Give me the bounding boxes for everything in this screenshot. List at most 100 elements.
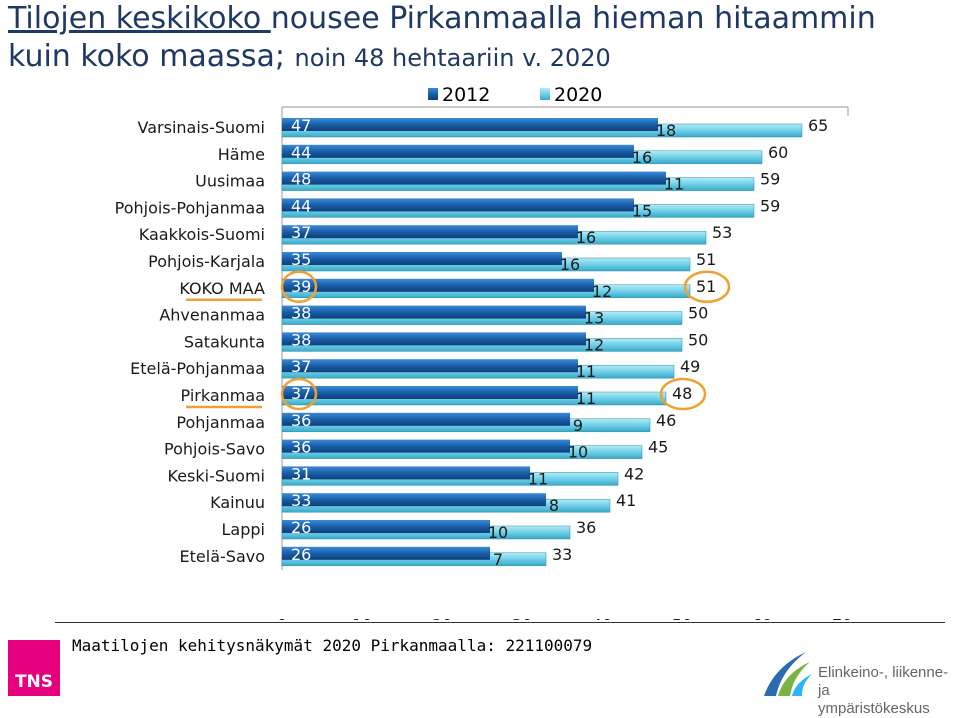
title-underlined: Tilojen keskikoko [8, 1, 271, 36]
bar-2012 [282, 171, 666, 185]
data-label-2020: 49 [680, 357, 700, 376]
bar-2012 [282, 466, 530, 480]
data-label-increase: 12 [584, 335, 604, 354]
data-label-2020: 51 [696, 277, 716, 296]
bar-2012 [282, 493, 546, 507]
data-label-2012: 48 [291, 170, 311, 189]
data-label-2020: 59 [760, 196, 780, 215]
ely-logo-text: Elinkeino-, liikenne- ja ympäristökeskus [818, 664, 949, 717]
data-label-increase: 16 [632, 148, 652, 167]
bar-2012 [282, 520, 490, 533]
data-label-increase: 16 [576, 228, 596, 247]
data-label-2012: 26 [291, 518, 311, 537]
category-label: Lappi [222, 520, 265, 539]
bar-2012 [282, 332, 586, 346]
data-label-2020: 60 [768, 143, 788, 162]
x-tick-label: 20 [432, 616, 452, 620]
category-label: Häme [218, 145, 265, 164]
x-axis-label: hehtaaria [92, 618, 164, 620]
bar-2012 [282, 386, 578, 399]
data-label-increase: 15 [632, 201, 652, 220]
data-label-increase: 18 [656, 121, 676, 140]
data-label-2012: 37 [291, 357, 311, 376]
highlight-circle-2020 [683, 270, 731, 304]
highlight-circle-2020 [659, 377, 707, 411]
highlight-circle-2012 [280, 377, 318, 411]
source-note: Maatilojen kehitysnäkymät 2020 Pirkanmaa… [72, 636, 593, 655]
x-tick-label: 60 [752, 616, 772, 620]
data-label-2012: 36 [291, 438, 311, 457]
data-label-2020: 50 [688, 330, 708, 349]
data-label-2012: 26 [291, 545, 311, 564]
x-tick-label: 10 [352, 616, 372, 620]
data-label-increase: 7 [493, 550, 503, 569]
data-label-increase: 13 [584, 309, 604, 328]
bar-2012 [282, 278, 594, 292]
bar-2012 [282, 118, 658, 131]
category-label: Uusimaa [195, 172, 265, 191]
bar-2012 [282, 412, 570, 426]
data-label-2020: 50 [688, 304, 708, 323]
category-label: Pirkanmaa [181, 386, 265, 405]
title-rest: nousee Pirkanmaalla hieman hitaammin [270, 1, 876, 36]
data-label-2020: 65 [808, 116, 828, 135]
category-label: Varsinais-Suomi [138, 118, 265, 137]
data-label-increase: 12 [592, 282, 612, 301]
data-label-increase: 11 [528, 469, 548, 488]
data-label-2012: 44 [291, 196, 311, 215]
data-label-2020: 41 [616, 491, 636, 510]
bar-2012 [282, 144, 634, 158]
data-label-increase: 8 [549, 496, 559, 515]
x-tick-label: 30 [512, 616, 532, 620]
data-label-2020: 36 [576, 518, 596, 537]
data-label-2012: 38 [291, 330, 311, 349]
data-label-2012: 37 [291, 384, 311, 403]
data-label-2012: 38 [291, 304, 311, 323]
chart-title: Tilojen keskikoko nousee Pirkanmaalla hi… [8, 0, 948, 77]
category-label: Etelä-Savo [180, 547, 265, 566]
category-label: Kaakkois-Suomi [139, 225, 265, 244]
bar-2012 [282, 252, 562, 265]
bar-2012 [282, 359, 578, 373]
category-label: Pohjois-Savo [164, 440, 265, 459]
category-label: Etelä-Pohjanmaa [130, 359, 265, 378]
data-label-2020: 42 [624, 464, 644, 483]
tns-logo: TNS [8, 640, 60, 696]
data-label-2020: 53 [712, 223, 732, 242]
bar-2012 [282, 198, 634, 212]
data-label-2012: 37 [291, 223, 311, 242]
data-label-2020: 46 [656, 411, 676, 430]
x-tick-label: 0 [277, 616, 287, 620]
bar-2012 [282, 439, 570, 453]
category-label: Kainuu [210, 493, 265, 512]
data-label-2020: 33 [552, 545, 572, 564]
highlight-circle-2012 [280, 270, 318, 304]
data-label-2012: 44 [291, 143, 311, 162]
legend-swatch-2012 [428, 88, 438, 100]
data-label-2012: 31 [291, 464, 311, 483]
category-label: Pohjois-Pohjanmaa [115, 198, 265, 217]
data-label-2020: 59 [760, 170, 780, 189]
data-label-2020: 48 [672, 384, 692, 403]
data-label-increase: 16 [560, 255, 580, 274]
x-tick-label: 70 [832, 616, 852, 620]
data-label-increase: 9 [573, 416, 583, 435]
data-label-2012: 33 [291, 491, 311, 510]
legend-label-2012: 2012 [442, 84, 490, 106]
x-tick-label: 50 [672, 616, 692, 620]
data-label-increase: 11 [576, 389, 596, 408]
data-label-2012: 39 [291, 277, 311, 296]
ely-logo-icon [764, 652, 812, 696]
category-label: Satakunta [184, 332, 265, 351]
data-label-2020: 51 [696, 250, 716, 269]
category-label: Pohjois-Karjala [148, 252, 265, 271]
footer-divider [55, 622, 945, 623]
bar-2012 [282, 225, 578, 239]
category-label: Ahvenanmaa [159, 306, 265, 325]
data-label-increase: 11 [576, 362, 596, 381]
legend-swatch-2020 [540, 88, 550, 100]
x-tick-label: 40 [592, 616, 612, 620]
category-label: Pohjanmaa [176, 413, 265, 432]
category-label: Keski-Suomi [168, 466, 265, 485]
